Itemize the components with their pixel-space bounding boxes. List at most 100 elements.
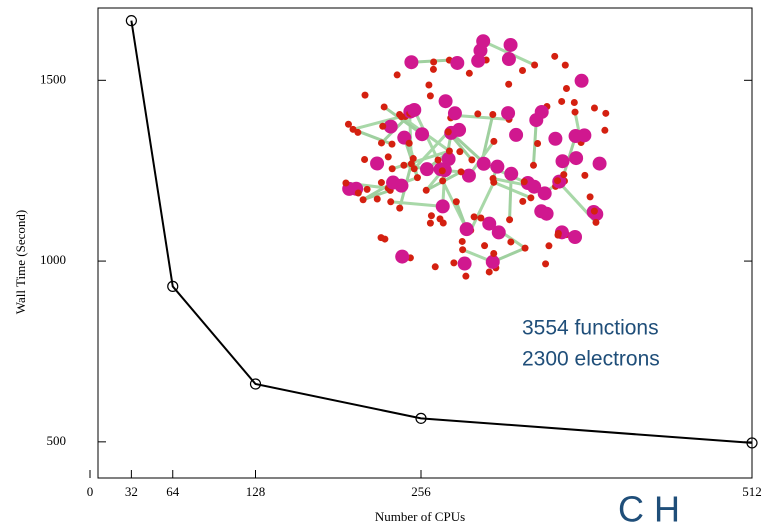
atom <box>591 104 598 111</box>
atom <box>439 94 453 108</box>
atom <box>474 110 481 117</box>
y-tick-label: 1500 <box>40 71 66 86</box>
atom <box>436 215 443 222</box>
atom <box>468 156 475 163</box>
atom <box>364 186 371 193</box>
atom <box>385 153 392 160</box>
x-tick-label: 64 <box>166 484 180 499</box>
atom <box>355 189 362 196</box>
atom <box>562 62 569 69</box>
atom <box>450 56 464 70</box>
x-tick-label: 128 <box>246 484 266 499</box>
x-tick-label: 0 <box>87 484 94 499</box>
atom <box>439 177 446 184</box>
atom <box>396 205 403 212</box>
atom <box>554 177 561 184</box>
atom <box>439 167 446 174</box>
y-tick-label: 1000 <box>40 252 66 267</box>
atom <box>542 260 549 267</box>
atom <box>592 219 599 226</box>
atom <box>428 212 435 219</box>
annotation: 3554 functions <box>522 317 659 340</box>
bond <box>454 115 509 119</box>
atom <box>551 53 558 60</box>
atom <box>482 217 496 231</box>
atom <box>506 216 513 223</box>
atom <box>430 59 437 66</box>
atom <box>448 106 462 120</box>
atom <box>486 255 500 269</box>
atom <box>388 141 395 148</box>
x-tick-label: 32 <box>125 484 138 499</box>
atom <box>445 128 452 135</box>
atom <box>593 157 607 171</box>
atom <box>460 222 474 236</box>
atom <box>378 179 385 186</box>
atom <box>394 71 401 78</box>
atom <box>396 111 403 118</box>
atom <box>414 174 421 181</box>
atom <box>436 199 450 213</box>
atom <box>423 187 430 194</box>
atom <box>450 259 457 266</box>
x-tick-label: 256 <box>411 484 431 499</box>
annotation: 2300 electrons <box>522 348 660 371</box>
atom <box>501 106 515 120</box>
atom <box>548 132 562 146</box>
atom <box>504 167 518 181</box>
atom <box>527 194 534 201</box>
atom <box>522 245 529 252</box>
atom <box>458 257 472 271</box>
atom <box>534 204 548 218</box>
atom <box>538 186 552 200</box>
atom <box>581 172 588 179</box>
y-axis-label: Wall Time (Second) <box>13 210 28 314</box>
atom <box>490 175 497 182</box>
atom <box>572 109 579 116</box>
atom <box>466 70 473 77</box>
atom <box>555 230 562 237</box>
atom <box>378 139 385 146</box>
atom <box>476 34 490 48</box>
atom <box>509 128 523 142</box>
atom <box>575 74 589 88</box>
atom <box>394 179 408 193</box>
atom <box>389 165 396 172</box>
atom <box>601 127 608 134</box>
atom <box>427 220 434 227</box>
atom <box>345 121 352 128</box>
atom <box>453 198 460 205</box>
atom <box>471 213 478 220</box>
plot-frame <box>98 8 752 478</box>
atom <box>400 162 407 169</box>
atom <box>462 273 469 280</box>
atom <box>446 148 453 155</box>
atom <box>577 128 591 142</box>
atom <box>458 168 465 175</box>
atom <box>425 81 432 88</box>
atom <box>563 85 570 92</box>
atom <box>519 198 526 205</box>
atom <box>558 98 565 105</box>
atom <box>406 140 413 147</box>
atom <box>502 52 516 66</box>
atom <box>408 160 415 167</box>
atom <box>519 67 526 74</box>
annotation: C H <box>618 489 680 526</box>
atom <box>420 162 434 176</box>
atom <box>490 250 497 257</box>
atom <box>530 162 537 169</box>
atom <box>560 171 567 178</box>
chart: Number of CPUs Wall Time (Second) 3554 f… <box>0 0 765 526</box>
atom <box>381 103 388 110</box>
atom <box>381 236 388 243</box>
atom <box>459 238 466 245</box>
atom <box>486 268 493 275</box>
atom <box>591 208 598 215</box>
atom <box>361 156 368 163</box>
atom <box>342 179 349 186</box>
atom <box>587 193 594 200</box>
atom <box>545 242 552 249</box>
atom <box>415 127 429 141</box>
atom <box>435 157 442 164</box>
